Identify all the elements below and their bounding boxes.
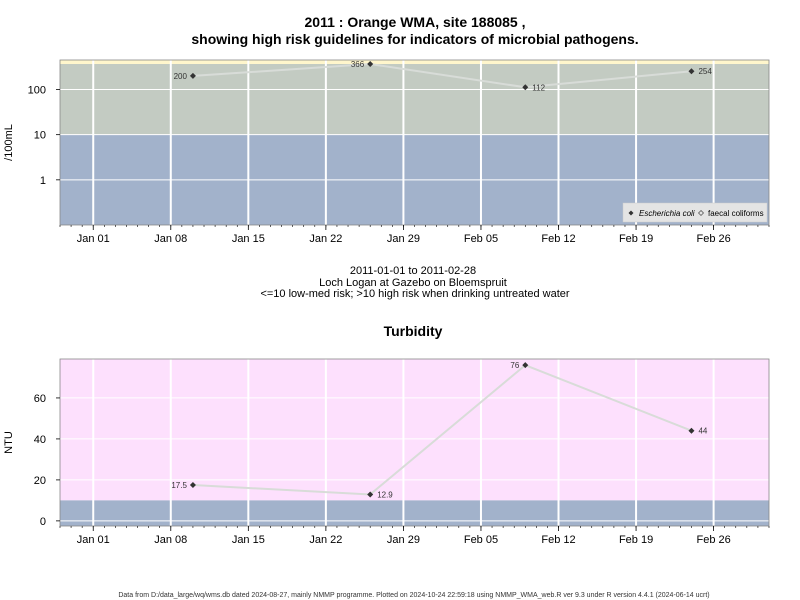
upper-band	[60, 60, 769, 64]
ecoli-panel: Jan 01 Jan 08 Jan 15 Jan 22 Jan 29 Feb 05 Feb …	[3, 59, 770, 245]
series-line	[192, 363, 692, 496]
data-point	[189, 482, 196, 489]
x-tick-label: Jan 15	[232, 233, 265, 245]
x-tick-label: Jan 01	[77, 534, 110, 546]
data-label: 17.5	[171, 481, 187, 490]
data-label: 200	[174, 72, 188, 81]
x-tick-label: Feb 05	[464, 534, 498, 546]
data-point	[189, 72, 196, 79]
data-label: 112	[532, 83, 545, 92]
series-line	[192, 63, 692, 89]
y-tick-label: 40	[34, 434, 46, 446]
data-point	[522, 362, 529, 369]
x-tick-label: Feb 12	[541, 233, 575, 245]
x-tick-label: Feb 12	[541, 534, 575, 546]
data-label: 12.9	[377, 490, 393, 499]
data-point	[367, 61, 374, 68]
chart-title-line2: showing high risk guidelines for indicat…	[191, 31, 638, 47]
data-label: 254	[698, 67, 712, 76]
y-tick-label: 20	[34, 475, 46, 487]
y-tick-label: 0	[40, 516, 46, 528]
x-tick-label: Jan 01	[77, 233, 110, 245]
legend-label-ecoli: Escherichia coli	[639, 209, 695, 218]
x-tick-label: Feb 26	[696, 534, 730, 546]
subtitle-site: Loch Logan at Gazebo on Bloemspruit	[319, 277, 507, 289]
data-point	[367, 491, 374, 498]
legend-box	[622, 202, 768, 223]
high-risk-band	[60, 60, 769, 135]
subtitle-guideline: <=10 low-med risk; >10 high risk when dr…	[260, 288, 569, 300]
x-tick-label: Feb 05	[464, 233, 498, 245]
data-point	[522, 84, 529, 91]
x-tick-label: Jan 29	[387, 233, 420, 245]
subtitle-date-range: 2011-01-01 to 2011-02-28	[350, 265, 476, 277]
x-tick-label: Jan 08	[154, 534, 187, 546]
x-tick-label: Jan 22	[309, 233, 342, 245]
turbidity-panel: Jan 01 Jan 08 Jan 15 Jan 22 Jan 29 Feb 05 Feb …	[3, 358, 770, 546]
legend-label-faecal: faecal coliforms	[708, 209, 764, 218]
data-label: 76	[510, 361, 519, 370]
y-axis-label: /100mL	[3, 124, 15, 161]
y-tick-label: 1	[40, 175, 46, 187]
footer-note: Data from D:/data_large/wq/wms.db dated …	[118, 592, 709, 599]
high-turbidity-band	[60, 359, 769, 501]
low-risk-band	[60, 500, 769, 526]
y-tick-label: 60	[34, 393, 46, 405]
x-tick-label: Jan 08	[154, 233, 187, 245]
y-tick-label: 10	[34, 130, 46, 142]
x-tick-label: Jan 15	[232, 534, 265, 546]
legend-marker-ecoli	[628, 210, 634, 216]
turbidity-title: Turbidity	[384, 323, 443, 339]
x-tick-label: Feb 26	[696, 233, 730, 245]
x-tick-label: Feb 19	[619, 233, 653, 245]
x-tick-label: Jan 22	[309, 534, 342, 546]
x-tick-label: Feb 19	[619, 534, 653, 546]
data-point	[688, 427, 695, 434]
data-label: 44	[698, 427, 707, 436]
y-axis-label: NTU	[3, 431, 15, 454]
y-tick-label: 100	[28, 85, 46, 97]
data-point	[688, 68, 695, 75]
chart-title-line1: 2011 : Orange WMA, site 188085 ,	[305, 14, 526, 30]
legend-marker-faecal	[698, 210, 704, 216]
x-tick-label: Jan 29	[387, 534, 420, 546]
data-label: 366	[351, 60, 365, 69]
